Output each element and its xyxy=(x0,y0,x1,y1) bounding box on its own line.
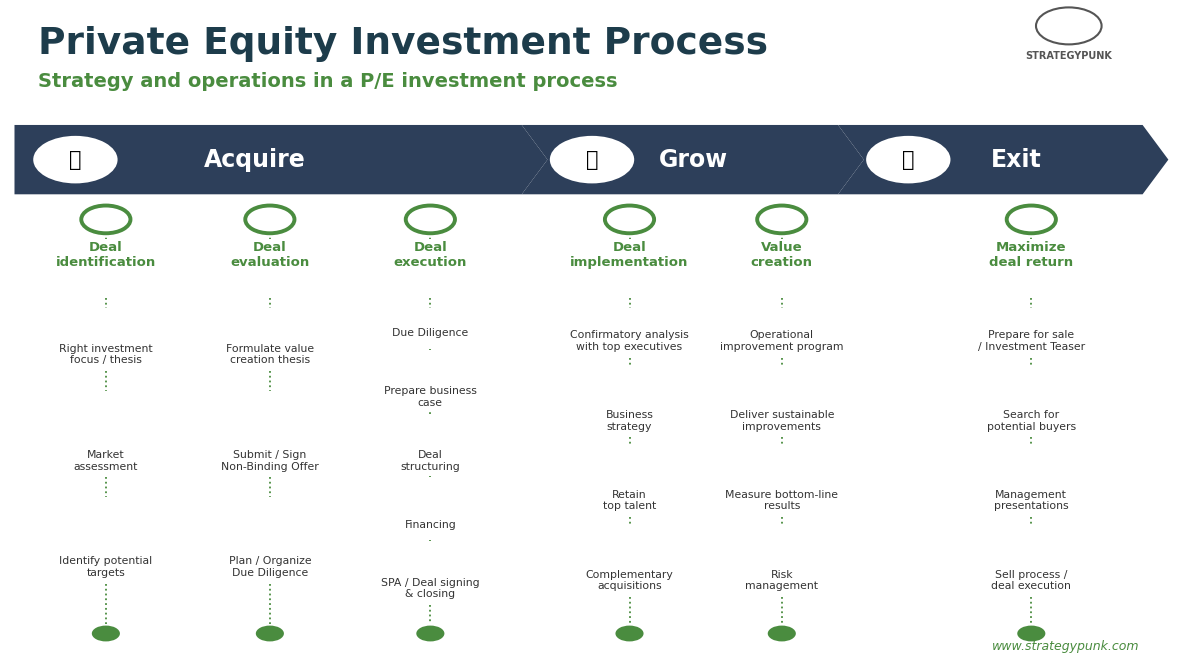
Text: 📈: 📈 xyxy=(586,150,598,170)
Text: Plan / Organize
Due Diligence: Plan / Organize Due Diligence xyxy=(228,556,311,578)
Text: Prepare for sale
/ Investment Teaser: Prepare for sale / Investment Teaser xyxy=(978,330,1085,352)
Text: Sell process /
deal execution: Sell process / deal execution xyxy=(991,569,1071,591)
Text: Search for
potential buyers: Search for potential buyers xyxy=(986,410,1076,432)
Text: Business
strategy: Business strategy xyxy=(605,410,653,432)
Circle shape xyxy=(550,136,634,183)
Text: Deal
structuring: Deal structuring xyxy=(400,450,460,472)
Text: Measure bottom-line
results: Measure bottom-line results xyxy=(725,490,838,511)
Circle shape xyxy=(406,206,455,233)
Text: Retain
top talent: Retain top talent xyxy=(603,490,656,511)
Text: Risk
management: Risk management xyxy=(745,569,818,591)
Text: Prepare business
case: Prepare business case xyxy=(384,386,477,408)
Text: Right investment
focus / thesis: Right investment focus / thesis xyxy=(59,344,153,365)
Text: Value
creation: Value creation xyxy=(751,241,813,269)
Text: 🏷: 🏷 xyxy=(902,150,915,170)
Text: Operational
improvement program: Operational improvement program xyxy=(720,330,844,352)
Circle shape xyxy=(81,206,131,233)
Text: Management
presentations: Management presentations xyxy=(995,490,1069,511)
Polygon shape xyxy=(521,125,864,194)
Text: Exit: Exit xyxy=(991,148,1042,172)
Text: Strategy and operations in a P/E investment process: Strategy and operations in a P/E investm… xyxy=(38,72,618,91)
Text: Acquire: Acquire xyxy=(204,148,306,172)
Text: Due Diligence: Due Diligence xyxy=(392,328,468,338)
Text: Grow: Grow xyxy=(659,148,729,172)
Text: STRATEGYPUNK: STRATEGYPUNK xyxy=(1025,51,1112,61)
Text: Deliver sustainable
improvements: Deliver sustainable improvements xyxy=(730,410,834,432)
Text: Maximize
deal return: Maximize deal return xyxy=(989,241,1073,269)
Circle shape xyxy=(245,206,294,233)
Text: Confirmatory analysis
with top executives: Confirmatory analysis with top executive… xyxy=(570,330,689,352)
Text: Identify potential
targets: Identify potential targets xyxy=(59,556,153,578)
Circle shape xyxy=(1017,625,1045,641)
Circle shape xyxy=(92,625,120,641)
Text: Submit / Sign
Non-Binding Offer: Submit / Sign Non-Binding Offer xyxy=(221,450,319,472)
Text: Financing: Financing xyxy=(405,519,457,529)
Text: Private Equity Investment Process: Private Equity Investment Process xyxy=(38,26,767,62)
Text: SPA / Deal signing
& closing: SPA / Deal signing & closing xyxy=(381,577,480,599)
Text: Formulate value
creation thesis: Formulate value creation thesis xyxy=(226,344,314,365)
Circle shape xyxy=(866,136,951,183)
Circle shape xyxy=(255,625,284,641)
Circle shape xyxy=(757,206,806,233)
Text: www.strategypunk.com: www.strategypunk.com xyxy=(991,640,1139,653)
Circle shape xyxy=(767,625,796,641)
Text: Market
assessment: Market assessment xyxy=(74,450,138,472)
Circle shape xyxy=(33,136,118,183)
Circle shape xyxy=(417,625,445,641)
Circle shape xyxy=(616,625,644,641)
Text: Deal
evaluation: Deal evaluation xyxy=(231,241,310,269)
Text: 🛒: 🛒 xyxy=(69,150,81,170)
Text: Complementary
acquisitions: Complementary acquisitions xyxy=(586,569,673,591)
Text: Deal
implementation: Deal implementation xyxy=(571,241,689,269)
Text: Deal
execution: Deal execution xyxy=(393,241,467,269)
Text: Deal
identification: Deal identification xyxy=(55,241,157,269)
Circle shape xyxy=(1006,206,1056,233)
Circle shape xyxy=(605,206,654,233)
Polygon shape xyxy=(838,125,1169,194)
Polygon shape xyxy=(14,125,547,194)
